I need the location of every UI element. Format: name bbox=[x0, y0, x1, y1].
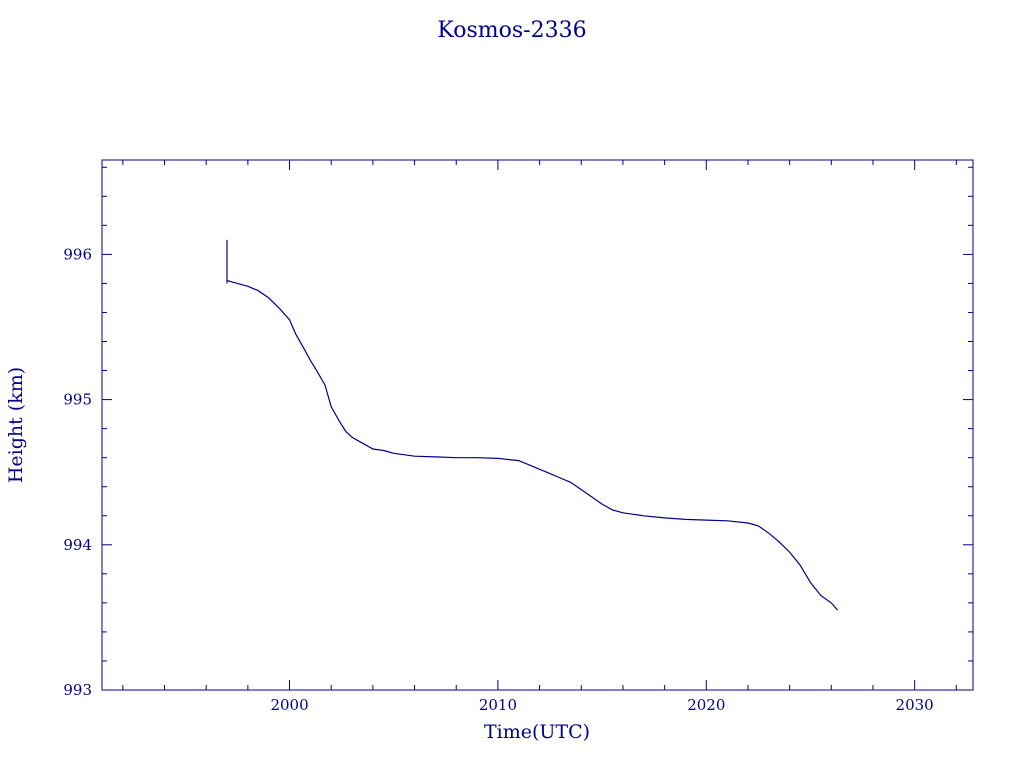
chart-title: Kosmos-2336 bbox=[437, 18, 586, 43]
x-tick-label: 2010 bbox=[479, 696, 517, 714]
y-axis-title: Height (km) bbox=[5, 367, 27, 483]
y-tick-label: 993 bbox=[63, 681, 92, 699]
y-tick-label: 994 bbox=[63, 536, 92, 554]
height-series-line bbox=[226, 239, 839, 611]
x-tick-label: 2030 bbox=[896, 696, 934, 714]
x-tick-label: 2000 bbox=[270, 696, 308, 714]
y-tick-label: 995 bbox=[63, 391, 92, 409]
plot-frame bbox=[101, 159, 974, 691]
tick-labels: 2000 2010 2020 2030 993 994 995 996 bbox=[63, 245, 933, 714]
x-tick-label: 2020 bbox=[687, 696, 725, 714]
axis-ticks bbox=[102, 160, 973, 691]
y-tick-label: 996 bbox=[63, 245, 92, 263]
x-axis-title: Time(UTC) bbox=[484, 721, 590, 743]
